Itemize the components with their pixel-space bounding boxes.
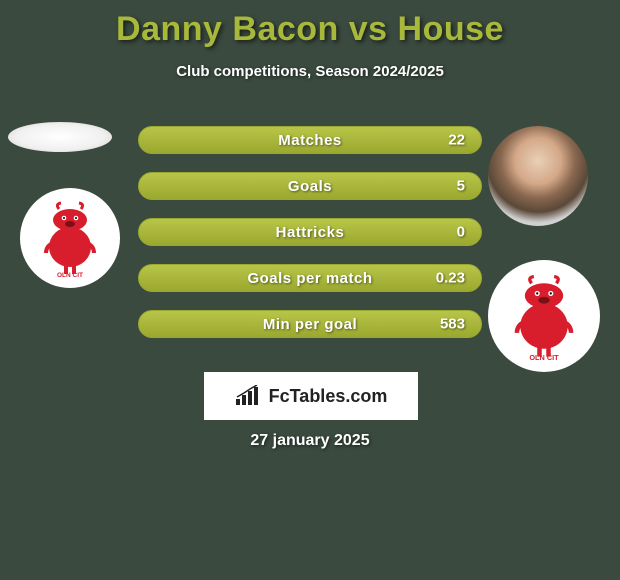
stat-row: Goals 5 bbox=[138, 172, 482, 200]
stat-value-right: 0 bbox=[457, 224, 465, 241]
stat-label: Goals per match bbox=[247, 270, 372, 287]
svg-text:OLN CIT: OLN CIT bbox=[529, 353, 559, 360]
stat-label: Goals bbox=[288, 178, 332, 195]
subtitle: Club competitions, Season 2024/2025 bbox=[0, 63, 620, 80]
stat-label: Matches bbox=[278, 132, 342, 149]
stat-value-right: 22 bbox=[448, 132, 465, 149]
player-right-club-crest: OLN CIT bbox=[488, 260, 600, 372]
stat-value-right: 0.23 bbox=[436, 270, 465, 287]
stat-label: Hattricks bbox=[276, 224, 345, 241]
player-left-club-crest: OLN CIT bbox=[20, 188, 120, 288]
stat-row: Goals per match 0.23 bbox=[138, 264, 482, 292]
stats-table: Matches 22 Goals 5 Hattricks 0 Goals per… bbox=[138, 126, 482, 356]
svg-text:OLN CIT: OLN CIT bbox=[57, 272, 83, 277]
lincoln-city-crest-icon: OLN CIT bbox=[31, 199, 109, 277]
lincoln-city-crest-icon: OLN CIT bbox=[500, 272, 588, 360]
player-left-avatar-placeholder bbox=[8, 122, 112, 152]
date-label: 27 january 2025 bbox=[0, 432, 620, 450]
player-right-avatar bbox=[488, 126, 588, 226]
stat-row: Matches 22 bbox=[138, 126, 482, 154]
stat-row: Hattricks 0 bbox=[138, 218, 482, 246]
fctables-watermark: FcTables.com bbox=[204, 372, 418, 420]
stat-value-right: 5 bbox=[457, 178, 465, 195]
stat-label: Min per goal bbox=[263, 316, 357, 333]
bar-chart-icon bbox=[235, 385, 263, 407]
stat-row: Min per goal 583 bbox=[138, 310, 482, 338]
page-title: Danny Bacon vs House bbox=[0, 0, 620, 49]
stat-value-right: 583 bbox=[440, 316, 465, 333]
fctables-label: FcTables.com bbox=[269, 386, 388, 407]
